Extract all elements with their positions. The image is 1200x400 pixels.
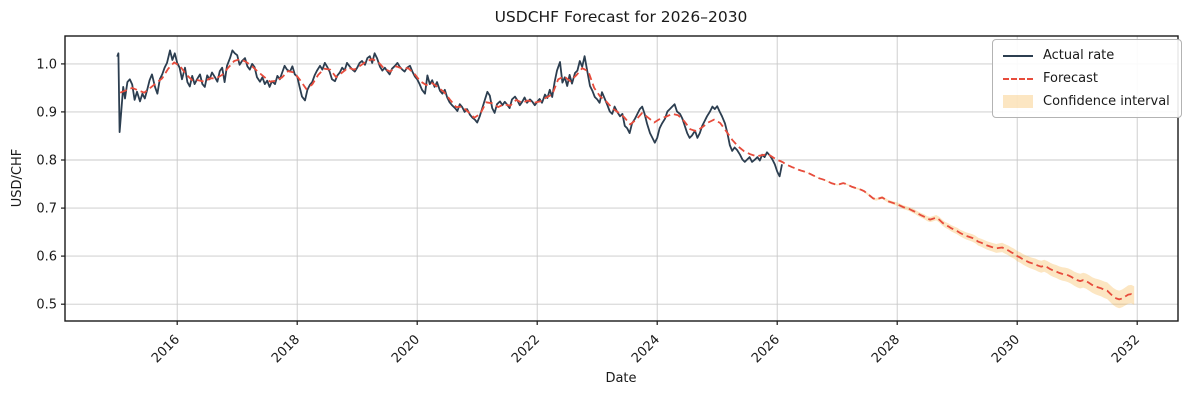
y-axis-title: USD/CHF (10, 149, 25, 208)
confidence-band-layer (777, 160, 1135, 309)
series-layer (116, 49, 1135, 301)
y-tick-label: 0.7 (36, 202, 57, 217)
x-tick-label: 2026 (749, 332, 783, 366)
chart-title: USDCHF Forecast for 2026–2030 (495, 8, 748, 26)
forecast-line (119, 58, 1135, 301)
confidence-band-swatch-icon (1003, 95, 1033, 108)
actual-rate-line-swatch-icon (1003, 54, 1033, 57)
x-tick-label: 2018 (269, 332, 303, 366)
legend-item-forecast: Forecast (1003, 70, 1171, 87)
y-tick-label: 0.8 (36, 154, 57, 169)
legend-item-actual-rate: Actual rate (1003, 47, 1171, 64)
y-tick-label: 1.0 (36, 57, 57, 72)
x-tick-label: 2016 (149, 332, 183, 366)
tick-layer: 2016 2018 2020 2022 2024 2026 2028 2030 2032 0.5 0… (36, 57, 1143, 366)
x-tick-label: 2028 (869, 332, 903, 366)
confidence-band (777, 160, 1135, 309)
legend-label: Actual rate (1043, 48, 1115, 63)
forecast-line-swatch-icon (1003, 77, 1033, 80)
legend-label: Forecast (1043, 71, 1099, 86)
legend: Actual rate Forecast Confidence interval (992, 39, 1182, 118)
x-tick-label: 2030 (989, 332, 1023, 366)
x-axis-title: Date (605, 371, 636, 386)
legend-item-confidence-interval: Confidence interval (1003, 93, 1171, 110)
legend-label: Confidence interval (1043, 94, 1170, 109)
x-tick-label: 2020 (389, 332, 423, 366)
y-tick-label: 0.5 (36, 298, 57, 313)
x-tick-label: 2024 (629, 332, 663, 366)
x-tick-label: 2022 (509, 332, 543, 366)
y-tick-label: 0.6 (36, 250, 57, 265)
plot-border (64, 35, 1179, 322)
y-tick-label: 0.9 (36, 105, 57, 120)
x-tick-label: 2032 (1109, 332, 1143, 366)
actual-rate-line (116, 49, 783, 178)
